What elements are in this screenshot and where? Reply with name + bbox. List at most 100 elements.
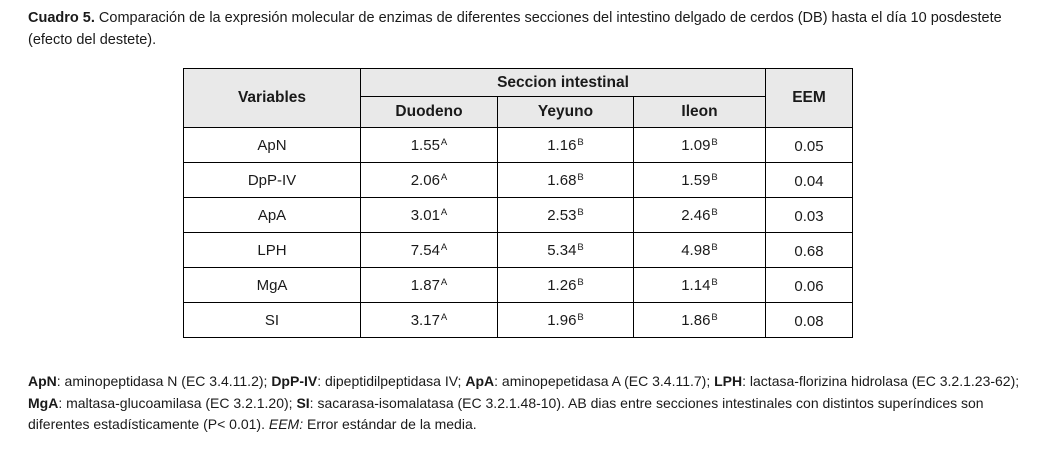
cell-value: 1.68 xyxy=(547,171,577,189)
cell-superscript: A xyxy=(440,276,448,288)
cell-superscript: B xyxy=(577,311,584,323)
cell-value: 1.87 xyxy=(410,276,440,294)
enzyme-expression-table: Variables Seccion intestinal EEM Duodeno… xyxy=(183,68,853,338)
footnote-text: : dipeptidilpeptidasa IV; xyxy=(317,373,466,389)
header-ileon: Ileon xyxy=(633,96,766,128)
footnote-term-lph: LPH xyxy=(714,373,743,389)
cell-superscript: B xyxy=(711,136,718,148)
footnote-term-si: SI xyxy=(296,394,310,411)
cell-superscript: A xyxy=(440,171,448,183)
cell-value: 1.55 xyxy=(410,136,440,154)
eem-cell: 0.68 xyxy=(765,232,853,268)
table-row-mga: MgA 1.87A 1.26B 1.14B 0.06 xyxy=(183,267,853,303)
table-row-apa: ApA 3.01A 2.53B 2.46B 0.03 xyxy=(183,197,853,233)
ileon-cell: 2.46B xyxy=(633,197,766,233)
cell-superscript: B xyxy=(711,276,718,288)
cell-superscript: B xyxy=(577,241,584,253)
table-row-lph: LPH 7.54A 5.34B 4.98B 0.68 xyxy=(183,232,853,268)
cell-value: 1.59 xyxy=(681,171,711,189)
cell-superscript: B xyxy=(577,171,584,183)
duodeno-cell: 1.87A xyxy=(360,267,498,303)
duodeno-cell: 3.17A xyxy=(360,302,498,338)
caption-label: Cuadro 5. xyxy=(28,10,95,26)
ileon-cell: 1.59B xyxy=(633,162,766,198)
footnote-text: : maltasa-glucoamilasa (EC 3.2.1.20); xyxy=(58,394,297,411)
duodeno-cell: 2.06A xyxy=(360,162,498,198)
cell-value: 3.01 xyxy=(410,206,440,224)
ileon-cell: 1.09B xyxy=(633,127,766,163)
yeyuno-cell: 1.68B xyxy=(497,162,634,198)
header-eem: EEM xyxy=(765,68,853,128)
cell-value: 1.09 xyxy=(681,136,711,154)
yeyuno-cell: 1.26B xyxy=(497,267,634,303)
cell-superscript: B xyxy=(577,136,584,148)
duodeno-cell: 1.55A xyxy=(360,127,498,163)
table-caption: Cuadro 5. Comparación de la expresión mo… xyxy=(28,8,1030,51)
footnote-text: : lactasa-florizina hidrolasa (EC 3.2.1.… xyxy=(742,373,1020,389)
cell-superscript: A xyxy=(440,241,448,253)
cell-superscript: B xyxy=(577,276,584,288)
footnote-term-apa: ApA xyxy=(465,373,495,389)
yeyuno-cell: 1.96B xyxy=(497,302,634,338)
footnote-term-eem: EEM: xyxy=(268,416,304,432)
cell-value: 2.46 xyxy=(681,206,711,224)
table-footnote: ApN: aminopeptidasa N (EC 3.4.11.2); DpP… xyxy=(28,371,1032,436)
variable-cell: ApN xyxy=(183,127,361,163)
duodeno-cell: 7.54A xyxy=(360,232,498,268)
cell-superscript: B xyxy=(577,206,584,218)
ileon-cell: 1.14B xyxy=(633,267,766,303)
cell-superscript: B xyxy=(711,311,718,323)
header-duodeno: Duodeno xyxy=(360,96,498,128)
cell-value: 4.98 xyxy=(681,241,711,259)
variable-cell: SI xyxy=(183,302,361,338)
footnote-text: : sacarasa-isomalatasa (EC 3.2.1.48-10).… xyxy=(28,394,984,433)
header-row-sections: Duodeno Yeyuno Ileon xyxy=(184,96,853,128)
cell-superscript: B xyxy=(711,241,718,253)
yeyuno-cell: 1.16B xyxy=(497,127,634,163)
caption-text: Comparación de la expresión molecular de… xyxy=(28,10,1002,48)
variable-cell: LPH xyxy=(183,232,361,268)
cell-value: 5.34 xyxy=(547,241,577,259)
footnote-text: Error estándar de la media. xyxy=(303,416,477,432)
header-yeyuno: Yeyuno xyxy=(497,96,634,128)
eem-cell: 0.05 xyxy=(765,127,853,163)
eem-cell: 0.04 xyxy=(765,162,853,198)
yeyuno-cell: 5.34B xyxy=(497,232,634,268)
cell-superscript: A xyxy=(440,311,448,323)
table-row-dppiv: DpP-IV 2.06A 1.68B 1.59B 0.04 xyxy=(183,162,853,198)
cell-superscript: B xyxy=(711,206,718,218)
header-row-group: Variables Seccion intestinal EEM xyxy=(183,68,853,128)
variable-cell: DpP-IV xyxy=(183,162,361,198)
cell-value: 3.17 xyxy=(410,311,440,329)
cell-superscript: B xyxy=(711,171,718,183)
cell-superscript: A xyxy=(440,136,448,148)
cell-superscript: A xyxy=(440,206,448,218)
ileon-cell: 4.98B xyxy=(633,232,766,268)
eem-cell: 0.08 xyxy=(765,302,853,338)
duodeno-cell: 3.01A xyxy=(360,197,498,233)
table-row-apn: ApN 1.55A 1.16B 1.09B 0.05 xyxy=(183,127,853,163)
variable-cell: MgA xyxy=(183,267,361,303)
variable-cell: ApA xyxy=(183,197,361,233)
table-row-si: SI 3.17A 1.96B 1.86B 0.08 xyxy=(183,302,853,338)
header-variables: Variables xyxy=(183,68,361,128)
ileon-cell: 1.86B xyxy=(633,302,766,338)
cell-value: 2.06 xyxy=(410,171,440,189)
footnote-text: : aminopeptidasa N (EC 3.4.11.2); xyxy=(56,373,272,389)
eem-cell: 0.03 xyxy=(765,197,853,233)
yeyuno-cell: 2.53B xyxy=(497,197,634,233)
footnote-term-apn: ApN xyxy=(28,373,57,389)
cell-value: 1.96 xyxy=(547,311,577,329)
footnote-term-mga: MgA xyxy=(28,394,59,411)
cell-value: 1.16 xyxy=(547,136,577,154)
cell-value: 2.53 xyxy=(547,206,577,224)
footnote-text: : aminopepetidasa A (EC 3.4.11.7); xyxy=(494,373,715,389)
cell-value: 7.54 xyxy=(410,241,440,259)
cell-value: 1.14 xyxy=(681,276,711,294)
eem-cell: 0.06 xyxy=(765,267,853,303)
cell-value: 1.86 xyxy=(681,311,711,329)
footnote-term-dppiv: DpP-IV xyxy=(271,373,318,389)
header-section-group: Seccion intestinal xyxy=(360,68,766,97)
cell-value: 1.26 xyxy=(547,276,577,294)
